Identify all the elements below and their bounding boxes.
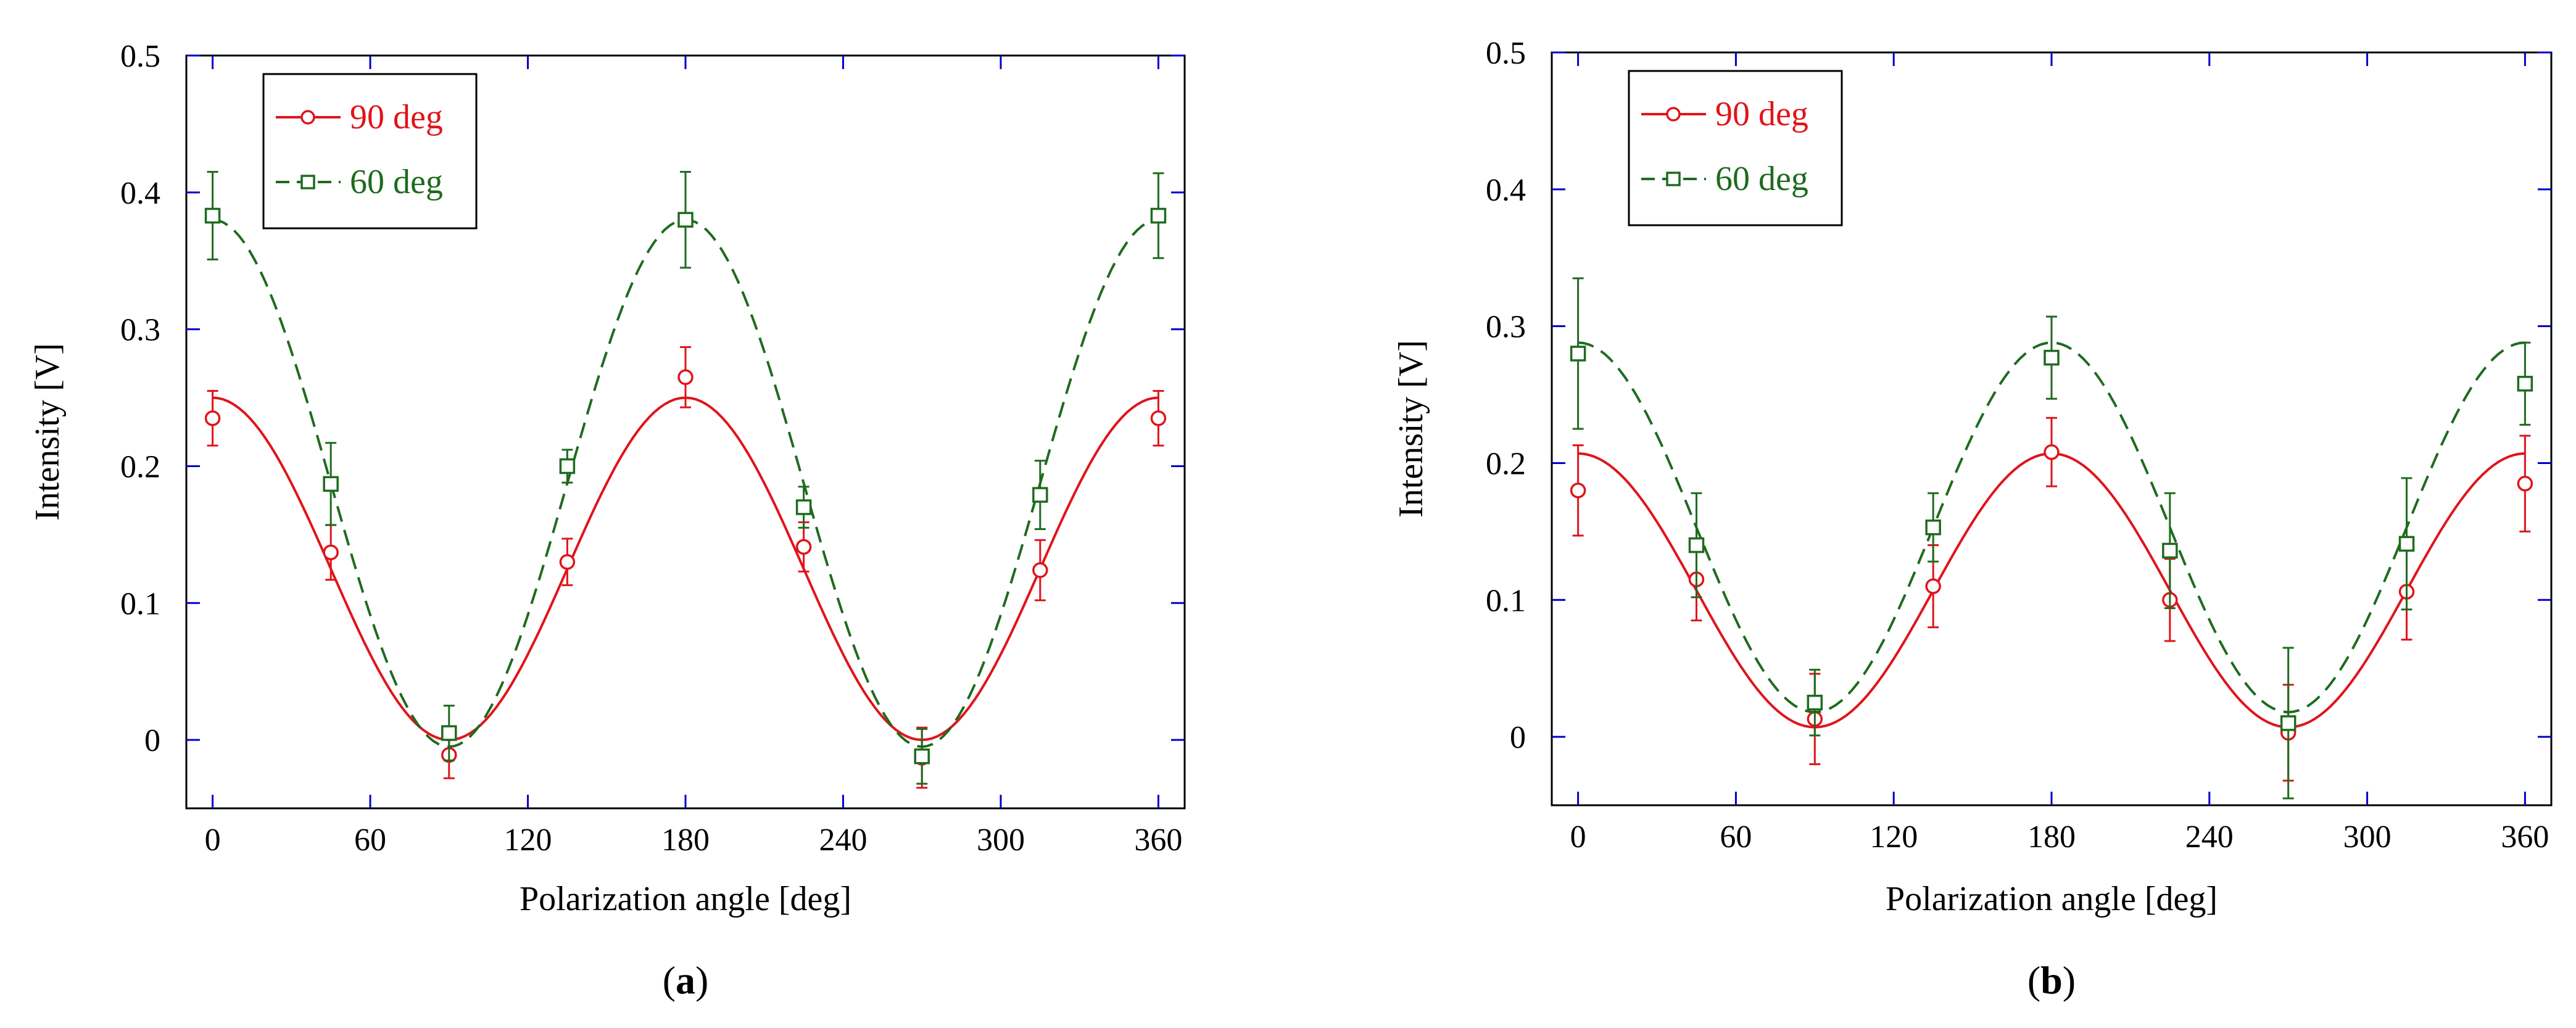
data-point-90-deg — [204, 410, 221, 426]
data-point-90-deg — [1925, 578, 1941, 594]
y-tick-label: 0.1 — [1486, 583, 1526, 618]
legend-label-90-deg: 90 deg — [350, 98, 443, 136]
y-axis-label: Intensity [V] — [28, 343, 67, 521]
legend-marker-60-deg — [1666, 172, 1681, 186]
panel-label-close: ) — [695, 958, 708, 1002]
fit-line-60-deg — [1578, 341, 2525, 714]
x-tick-label: 360 — [1134, 823, 1182, 858]
x-axis-label: Polarization angle [deg] — [520, 880, 851, 918]
y-tick-label: 0.5 — [120, 39, 160, 74]
data-point-60-deg — [204, 207, 221, 224]
data-point-60-deg — [914, 748, 930, 765]
panel-label-open: ( — [663, 958, 676, 1002]
chart-panel-b: 0 60 120 180 240 300 360 0 0.1 0.2 0.3 0.4 0.5 Polari… — [1392, 36, 2553, 1002]
y-tick-label: 0.2 — [120, 449, 160, 484]
y-tick-label: 0 — [144, 723, 160, 758]
data-point-60-deg — [1570, 346, 1586, 362]
data-point-60-deg — [1688, 537, 1705, 553]
legend-marker-60-deg — [300, 175, 315, 189]
data-point-90-deg — [2517, 475, 2533, 492]
y-tick-label: 0.2 — [1486, 446, 1526, 481]
panel-label: (a) — [663, 958, 709, 1002]
panel-label-close: ) — [2063, 958, 2076, 1002]
data-point-60-deg — [677, 212, 694, 228]
panel-label-open: ( — [2027, 958, 2040, 1002]
data-point-60-deg — [2280, 715, 2296, 731]
data-point-90-deg — [559, 553, 576, 570]
panel-label: (b) — [2027, 958, 2076, 1002]
data-point-60-deg — [2162, 542, 2178, 559]
legend-marker-90-deg — [1666, 107, 1681, 122]
data-point-60-deg — [1032, 487, 1048, 503]
x-tick-label: 300 — [977, 823, 1025, 858]
data-point-90-deg — [1032, 562, 1048, 578]
y-tick-label: 0.5 — [1486, 36, 1526, 71]
y-tick-label: 0.4 — [1486, 173, 1526, 208]
y-tick-label: 0 — [1510, 720, 1526, 755]
y-tick-label: 0.1 — [120, 586, 160, 621]
x-tick-label: 0 — [205, 823, 221, 858]
legend-box — [262, 73, 478, 230]
x-tick-label: 180 — [2027, 819, 2076, 855]
data-point-90-deg — [1150, 410, 1167, 426]
x-tick-label: 240 — [819, 823, 867, 858]
panel-label-letter: b — [2040, 958, 2063, 1002]
chart-panel-a: 0 60 120 180 240 300 360 0 0.1 0.2 0.3 0.4 0.5 Polari… — [28, 39, 1186, 1002]
x-tick-label: 360 — [2501, 819, 2549, 855]
y-axis-label: Intensity [V] — [1392, 340, 1430, 518]
legend-label-90-deg: 90 deg — [1715, 95, 1808, 133]
fit-line-90-deg — [1578, 452, 2525, 729]
data-point-90-deg — [795, 539, 812, 555]
data-point-60-deg — [323, 476, 339, 492]
data-point-90-deg — [1570, 483, 1586, 499]
data-point-60-deg — [441, 725, 457, 741]
data-point-90-deg — [323, 544, 339, 560]
x-tick-label: 120 — [1870, 819, 1918, 855]
x-tick-label: 180 — [661, 823, 710, 858]
data-point-90-deg — [677, 369, 694, 386]
y-tick-label: 0.3 — [1486, 310, 1526, 345]
data-point-60-deg — [1150, 207, 1167, 224]
legend-label-60-deg: 60 deg — [1715, 160, 1808, 198]
x-tick-label: 0 — [1570, 819, 1586, 855]
fit-line-60-deg — [212, 218, 1159, 748]
legend-label-60-deg: 60 deg — [350, 163, 443, 201]
data-point-60-deg — [1807, 694, 1823, 711]
data-point-60-deg — [795, 499, 812, 515]
data-point-60-deg — [2517, 376, 2533, 392]
data-point-60-deg — [2044, 349, 2060, 366]
y-tick-label: 0.3 — [120, 313, 160, 348]
panel-label-letter: a — [676, 958, 695, 1002]
x-tick-label: 60 — [354, 823, 386, 858]
data-point-60-deg — [559, 458, 576, 475]
x-tick-label: 60 — [1720, 819, 1752, 855]
x-tick-label: 120 — [504, 823, 552, 858]
x-tick-label: 240 — [2185, 819, 2234, 855]
data-point-60-deg — [1925, 519, 1941, 536]
data-point-90-deg — [2044, 444, 2060, 460]
data-point-60-deg — [2398, 536, 2415, 552]
legend-marker-90-deg — [300, 110, 315, 125]
x-axis-label: Polarization angle [deg] — [1886, 880, 2218, 918]
x-tick-label: 300 — [2343, 819, 2392, 855]
legend-box — [1628, 70, 1843, 226]
y-tick-label: 0.4 — [120, 176, 160, 211]
